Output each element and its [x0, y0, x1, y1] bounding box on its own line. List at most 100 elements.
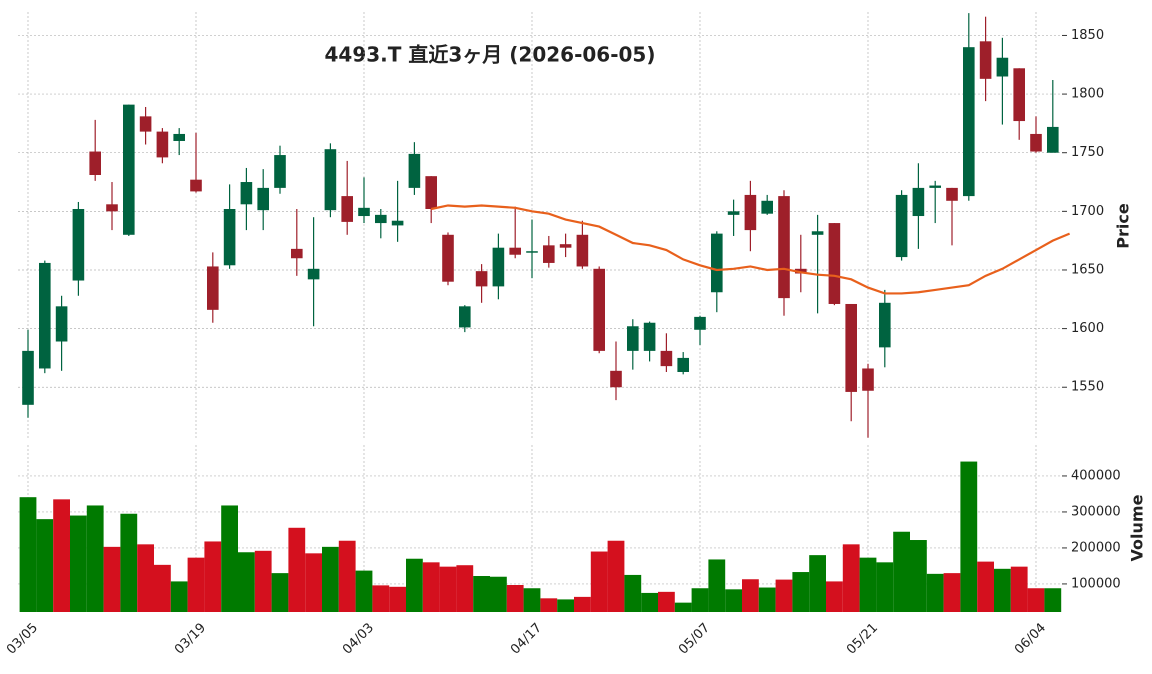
candle-body [643, 322, 656, 351]
volume-bar [305, 553, 322, 612]
volume-bar [221, 505, 238, 612]
volume-bar [406, 558, 423, 612]
volume-bar [238, 552, 255, 612]
candle-body [593, 268, 605, 351]
candle-body [156, 131, 169, 158]
candle-body [761, 200, 773, 214]
volume-bar [389, 586, 406, 612]
candle-body [996, 57, 1009, 77]
volume-tick-label: 100000 [1071, 576, 1121, 591]
candle-body [22, 350, 34, 405]
x-tick-label: 05/07 [676, 620, 713, 657]
volume-bar [742, 579, 759, 612]
candle-body [660, 350, 673, 367]
volume-bar [372, 585, 390, 612]
y-tick-label: 1750 [1071, 145, 1104, 160]
candle-body [979, 41, 992, 79]
y-tick-label: 1800 [1071, 87, 1104, 102]
volume-bar [254, 550, 272, 612]
volume-bar [893, 531, 910, 612]
volume-bar [960, 461, 978, 612]
volume-bar [439, 566, 457, 612]
candle-body [307, 268, 320, 280]
candle-body [912, 187, 925, 217]
candle-body [139, 116, 152, 132]
candle-body [173, 133, 185, 141]
candle-body [845, 303, 857, 392]
volume-bar [86, 505, 104, 612]
volume-bar [943, 573, 961, 612]
x-tick-label: 03/19 [172, 620, 209, 657]
volume-bar [674, 602, 692, 612]
volume-axis-label: Volume [1128, 494, 1147, 561]
candle-body [828, 223, 841, 304]
candle-body [946, 187, 958, 201]
volume-bar [506, 585, 524, 612]
volume-tick-label: 300000 [1071, 504, 1121, 519]
candle-body [190, 179, 202, 192]
y-tick-label: 1850 [1071, 28, 1104, 43]
candle-body [324, 149, 337, 211]
candle-body [72, 208, 85, 281]
volume-bar [523, 588, 541, 612]
x-tick-label: 04/17 [508, 620, 545, 657]
candle-body [963, 47, 975, 197]
candle-body [711, 233, 723, 293]
volume-bar [120, 513, 138, 612]
candle-body [862, 368, 874, 391]
candle-body [391, 220, 404, 226]
volume-bar [658, 591, 675, 612]
volume-bar [809, 555, 826, 612]
chart-title: 4493.T 直近3ヶ月 (2026-06-05) [325, 43, 656, 67]
candle-body [929, 185, 941, 188]
volume-bar [607, 540, 625, 612]
candle-body [509, 247, 521, 255]
x-tick-label: 06/04 [1012, 620, 1049, 657]
candle-body [257, 187, 269, 211]
volume-bar [187, 557, 205, 612]
volume-bar [641, 592, 658, 612]
volume-bar [338, 540, 356, 612]
volume-bar [725, 589, 742, 612]
candle-body [207, 266, 219, 310]
y-tick-label: 1550 [1071, 380, 1104, 395]
volume-bar [859, 557, 877, 612]
volume-bar [876, 562, 894, 612]
volume-bar [792, 572, 810, 612]
candle-body [123, 104, 135, 235]
volume-bar [574, 596, 591, 612]
volume-bar [624, 574, 642, 612]
candle-body [727, 211, 740, 215]
volume-bar [422, 562, 440, 612]
volume-bar [775, 579, 793, 612]
candle-body [223, 208, 236, 266]
volume-bar [36, 519, 54, 612]
y-tick-label: 1650 [1071, 262, 1104, 277]
volume-bar [708, 559, 726, 612]
candle-body [576, 234, 589, 267]
volume-bar [926, 573, 944, 612]
volume-tick-label: 200000 [1071, 540, 1121, 555]
volume-bar [826, 581, 843, 612]
candle-body [341, 196, 353, 222]
candle-body [1013, 68, 1025, 122]
volume-bar [758, 587, 776, 612]
volume-bar [137, 544, 154, 612]
candle-body [358, 207, 370, 217]
volume-bar [540, 598, 558, 612]
volume-bar [557, 599, 574, 612]
candle-body [39, 262, 51, 369]
candle-body [559, 244, 572, 248]
x-tick-label: 04/03 [340, 620, 377, 657]
candle-body [526, 251, 538, 253]
candle-body [492, 247, 505, 287]
volume-bar [355, 570, 373, 612]
candle-body [694, 316, 706, 330]
candle-body [291, 248, 303, 259]
candle-body [1047, 126, 1059, 153]
volume-bar [154, 564, 171, 612]
candle-body [795, 268, 807, 274]
volume-tick-label: 400000 [1071, 468, 1121, 483]
volume-bar [1010, 566, 1028, 612]
